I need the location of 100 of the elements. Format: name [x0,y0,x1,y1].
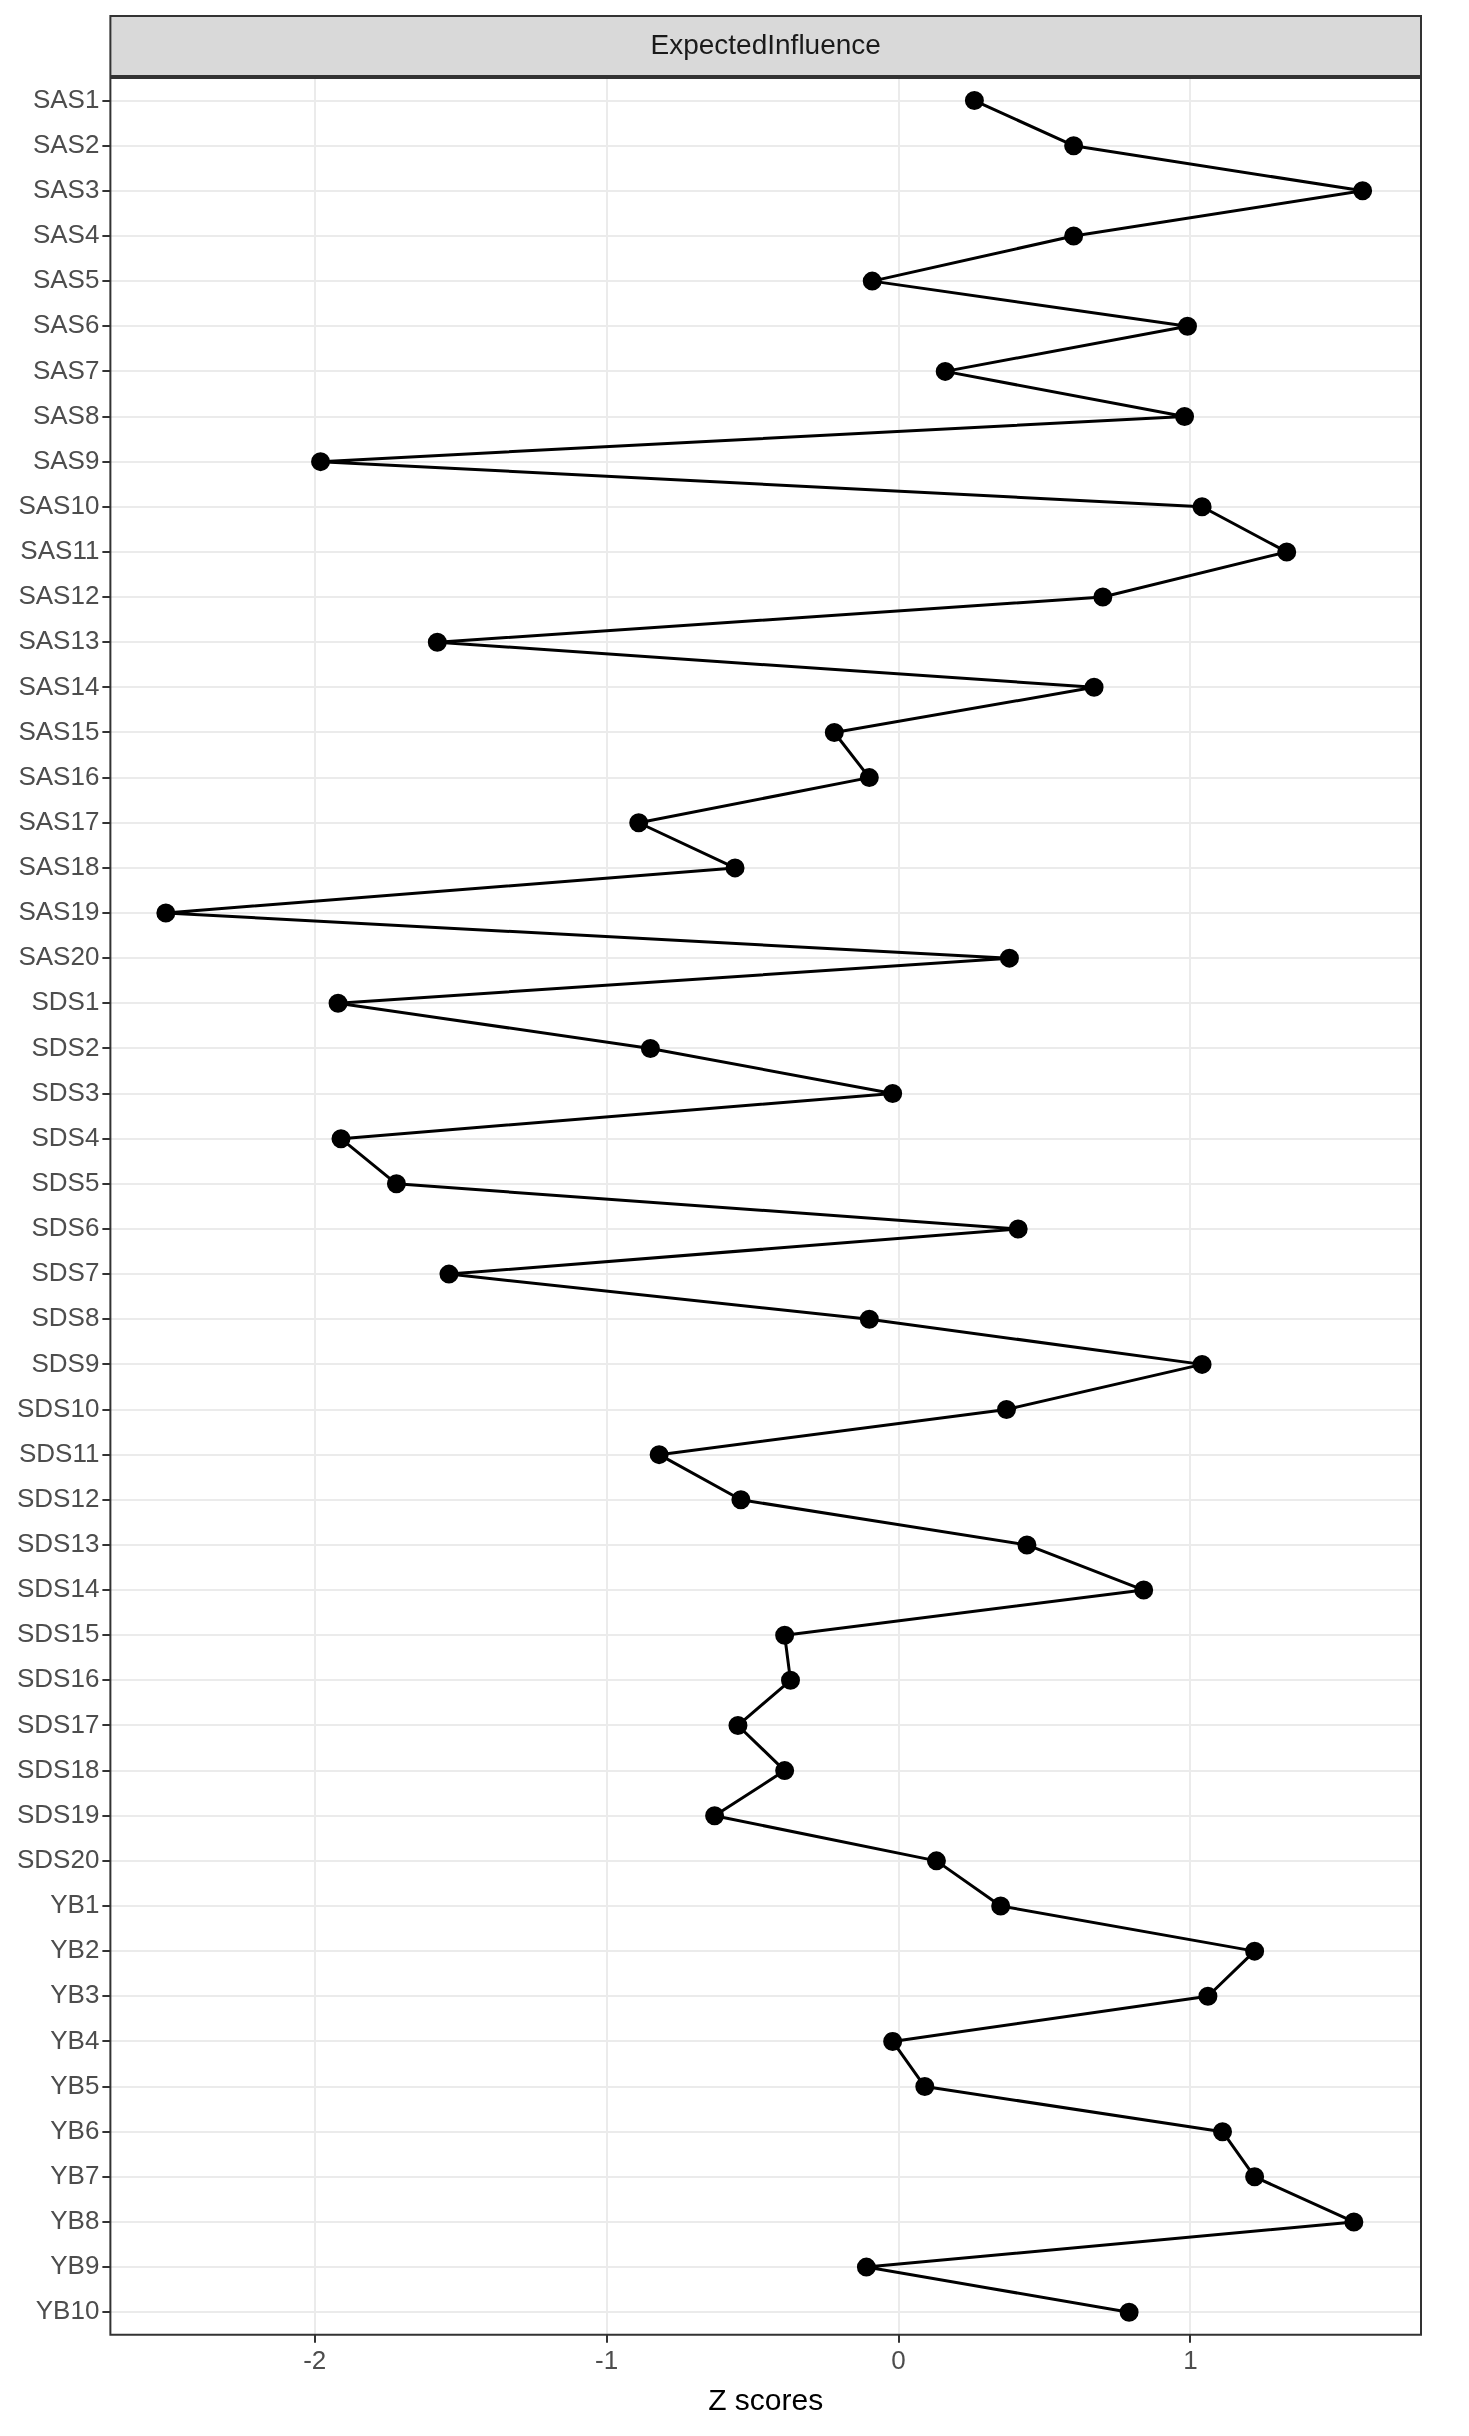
y-tick-label: SAS12 [18,580,100,611]
y-tick-label: SAS10 [18,489,100,520]
point [331,1129,351,1149]
point [781,1670,800,1690]
y-tick-label: SAS13 [18,625,100,656]
point [1245,2167,1265,2187]
point [629,813,649,833]
point [725,858,745,878]
y-tick-label: SAS4 [32,219,100,250]
y-tick-label: YB1 [50,1889,100,1920]
y-tick-label: SDS1 [31,986,100,1017]
y-tick-label: SDS5 [31,1167,100,1197]
y-tick-label: SDS3 [31,1076,100,1107]
y-tick-label: SDS15 [16,1618,100,1649]
y-tick-label: SDS4 [31,1121,100,1152]
point [1353,181,1373,201]
y-tick-label: YB2 [50,1934,100,1965]
point [328,993,348,1013]
y-tick-label: SAS7 [32,354,100,385]
point [1175,407,1195,427]
point [1213,2122,1233,2142]
y-tick-label: SDS16 [16,1663,100,1694]
point [1344,2212,1364,2232]
point [728,1715,748,1735]
y-tick-label: SDS17 [16,1708,100,1739]
x-axis-title: Z scores [708,2383,824,2417]
y-tick-label: YB6 [50,2114,100,2145]
point [935,361,955,381]
y-tick-label: SAS8 [32,399,100,430]
y-tick-label: SDS10 [16,1392,100,1423]
point [775,1761,795,1781]
y-tick-label: YB10 [35,2295,100,2326]
point [859,1309,879,1329]
point [915,2077,935,2097]
point [1277,542,1297,562]
y-tick-label: SDS2 [31,1031,100,1062]
point [1245,1941,1265,1961]
y-tick-label: SAS2 [32,128,100,159]
y-tick-label: SDS7 [31,1257,100,1288]
point [1192,1354,1212,1374]
y-tick-label: YB7 [50,2160,100,2190]
y-tick-label: YB5 [50,2069,100,2100]
y-tick-label: SAS15 [18,715,100,746]
point [999,948,1019,968]
point [1064,136,1084,156]
point [775,1625,795,1645]
point [883,1084,903,1104]
point [427,632,447,652]
point [156,903,176,923]
point [997,1400,1017,1420]
y-tick-label: SDS14 [16,1573,100,1604]
y-tick-label: SAS1 [32,83,100,114]
y-tick-label: SAS14 [18,670,100,701]
point [1008,1219,1028,1239]
y-tick-label: SDS18 [16,1753,100,1784]
x-tick-label: 0 [891,2344,906,2375]
y-tick-label: SDS9 [31,1347,100,1378]
y-tick-label: SAS18 [18,851,100,882]
y-tick-label: SDS8 [31,1302,100,1333]
point [964,91,984,111]
point [705,1806,725,1826]
y-tick-label: YB9 [50,2250,100,2281]
point [1134,1580,1154,1600]
point [991,1896,1011,1916]
point [856,2257,876,2277]
y-tick-label: SAS17 [18,805,100,836]
y-tick-label: SDS19 [16,1798,100,1829]
point [862,271,882,291]
y-tick-label: YB8 [50,2205,100,2236]
y-tick-label: SAS5 [32,264,100,295]
y-tick-label: SDS20 [16,1844,100,1875]
y-tick-label: SDS13 [16,1528,100,1559]
point [386,1174,406,1194]
y-tick-label: SAS11 [20,535,100,566]
y-tick-label: SAS9 [32,444,100,475]
point [859,768,879,788]
point [926,1851,946,1871]
y-tick-label: SAS19 [18,896,100,927]
point [439,1264,459,1284]
point [1177,316,1197,336]
point [1064,226,1084,246]
x-tick-label: -1 [595,2344,619,2375]
point [1084,677,1104,697]
y-tick-label: SDS6 [31,1212,100,1243]
chart-title: ExpectedInfluence [650,28,881,60]
point [883,2031,903,2051]
y-tick-label: SAS3 [32,174,100,205]
x-tick-label: -2 [303,2344,327,2375]
y-tick-label: SAS20 [18,941,100,972]
point [649,1445,669,1465]
point [731,1490,751,1510]
y-tick-label: SAS16 [18,760,100,791]
point [1119,2302,1139,2322]
point [1017,1535,1037,1555]
point [824,722,844,742]
point [1198,1986,1218,2006]
point [311,452,331,472]
point [1093,587,1113,607]
point [640,1038,660,1058]
y-tick-label: SAS6 [32,309,100,340]
